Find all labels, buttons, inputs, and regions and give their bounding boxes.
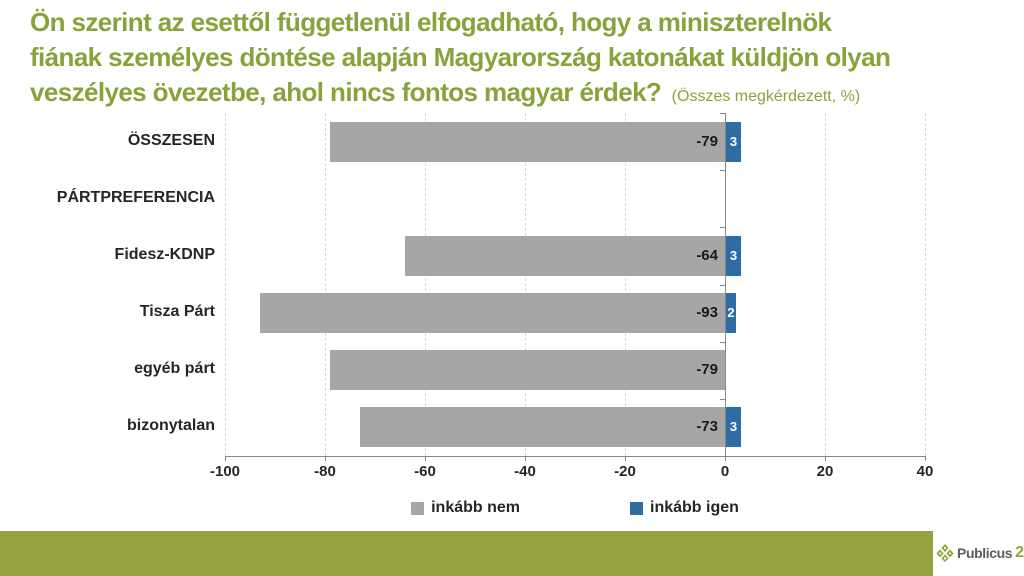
legend: inkább nem inkább igen [225, 496, 925, 520]
title-suffix: (Összes megkérdezett, %) [667, 88, 861, 105]
bar-inkabb-igen [726, 236, 741, 276]
category-axis: ÖSSZESEN PÁRTPREFERENCIA Fidesz-KDNP Tisza … [0, 113, 215, 456]
legend-item: inkább nem [411, 499, 520, 517]
title-line: fiának személyes döntése alapján Magyaro… [30, 42, 891, 72]
bar-value-label: 3 [729, 134, 738, 149]
publicus-diamond-icon [936, 544, 954, 562]
x-axis-tick [525, 456, 526, 461]
x-axis-tick-label: -40 [514, 463, 536, 480]
bar-inkabb-nem [260, 293, 725, 333]
x-axis-line [225, 456, 925, 457]
x-axis-tick [325, 456, 326, 461]
x-axis-tick-label: 0 [720, 463, 730, 480]
plot-area: -79 3 -64 3 -93 2 -79 -73 3 [225, 113, 926, 461]
category-axis-tick [720, 285, 725, 286]
gridline [825, 113, 826, 456]
bar-inkabb-nem [405, 236, 725, 276]
category-label: Fidesz-KDNP [114, 246, 215, 263]
category-label: Tisza Párt [139, 303, 215, 320]
legend-swatch [411, 501, 425, 515]
footer-green-bar [0, 531, 933, 576]
title-line: veszélyes övezetbe, ahol nincs fontos ma… [30, 77, 861, 107]
gridline [325, 113, 326, 456]
bar-value-label: -64 [696, 247, 718, 264]
category-label: PÁRTPREFERENCIA [56, 189, 215, 206]
publicus-20-badge: 2 [1015, 544, 1024, 562]
zero-axis-line [725, 113, 726, 456]
bar-value-label: 3 [729, 248, 738, 263]
bar-inkabb-igen [726, 122, 741, 162]
x-axis-tick-label: -60 [414, 463, 436, 480]
legend-item: inkább igen [630, 499, 739, 517]
legend-label: inkább igen [650, 499, 739, 516]
gridline [625, 113, 626, 456]
bar-value-label: -79 [696, 361, 718, 378]
bar-inkabb-nem [330, 122, 725, 162]
bar-inkabb-nem [330, 350, 725, 390]
bar-inkabb-igen [726, 293, 736, 333]
x-axis-tick [825, 456, 826, 461]
x-axis-tick-label: -80 [314, 463, 336, 480]
bar-value-label: -93 [696, 304, 718, 321]
gridline [925, 113, 926, 456]
category-axis-tick [720, 113, 725, 114]
x-axis-tick-label: 20 [816, 463, 834, 480]
title-line: Ön szerint az esettől függetlenül elfoga… [30, 7, 832, 37]
x-axis-tick-label: -100 [209, 463, 241, 480]
gridline [225, 113, 226, 456]
bar-value-label: -79 [696, 133, 718, 150]
category-label: egyéb párt [134, 360, 215, 377]
category-axis-tick [720, 399, 725, 400]
category-label: ÖSSZESEN [127, 132, 215, 149]
x-axis-tick-labels: -100 -80 -60 -40 -20 0 20 40 [210, 463, 933, 483]
x-axis-tick-label: 40 [916, 463, 934, 480]
category-label: bizonytalan [126, 417, 215, 434]
gridline [425, 113, 426, 456]
publicus-logo: Publicus 2 [936, 540, 1024, 566]
bar-value-label: 2 [727, 305, 735, 320]
x-axis-tick [925, 456, 926, 461]
x-axis-tick [725, 456, 726, 461]
publicus-brand-text: Publicus [957, 545, 1013, 561]
gridline [525, 113, 526, 456]
category-axis-tick [720, 227, 725, 228]
chart-title: Ön szerint az esettől függetlenül elfoga… [30, 5, 1020, 114]
x-axis-tick [625, 456, 626, 461]
bar-inkabb-igen [726, 407, 741, 447]
bar-inkabb-nem [360, 407, 725, 447]
x-axis-tick-label: -20 [614, 463, 636, 480]
bar-value-label: 3 [729, 419, 738, 434]
publicus-2: 2 [1015, 544, 1024, 561]
x-axis-tick [425, 456, 426, 461]
category-axis-tick [720, 342, 725, 343]
category-axis-tick [720, 456, 725, 457]
bar-value-label: -73 [696, 418, 718, 435]
x-axis-tick [225, 456, 226, 461]
category-axis-tick [720, 170, 725, 171]
legend-swatch [630, 501, 643, 515]
legend-label: inkább nem [431, 499, 520, 516]
